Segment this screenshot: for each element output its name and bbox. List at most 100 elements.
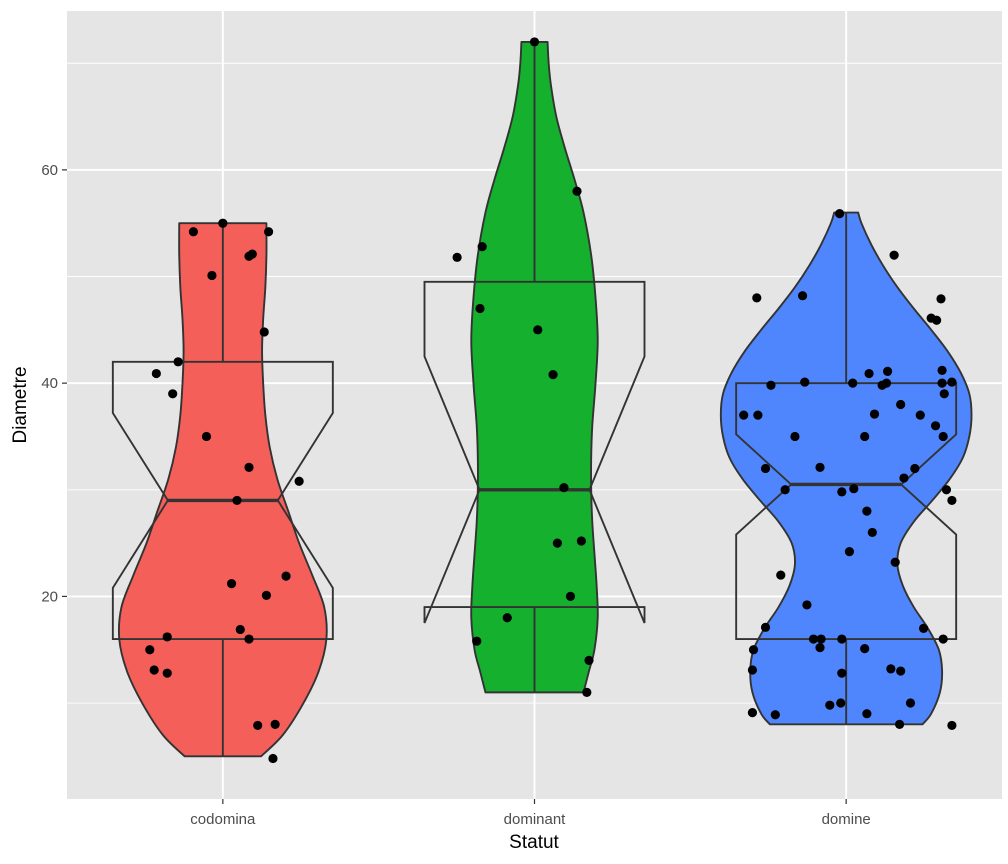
data-point-codomina (151, 368, 161, 379)
x-axis-title: Statut (509, 832, 559, 853)
data-point-domine (837, 634, 847, 644)
data-point-domine (905, 698, 916, 708)
data-point-domine (864, 368, 874, 379)
data-point-domine (896, 666, 906, 676)
violin-layer (117, 40, 973, 758)
data-point-dominant (572, 186, 582, 196)
data-point-domine (867, 527, 877, 538)
data-point-domine (890, 557, 900, 567)
jitter-point-layer (145, 37, 957, 764)
data-point-codomina (232, 495, 242, 506)
data-point-codomina (244, 462, 254, 472)
data-point-domine (910, 463, 920, 474)
data-point-codomina (149, 665, 159, 675)
data-point-domine (849, 484, 859, 494)
data-point-domine (747, 708, 758, 718)
data-point-codomina (261, 590, 272, 600)
data-point-domine (835, 209, 845, 219)
y-axis: 20 40 60 (41, 162, 67, 605)
data-point-dominant (475, 303, 485, 314)
data-point-domine (739, 410, 749, 420)
data-point-codomina (173, 357, 183, 367)
data-point-domine (939, 389, 949, 399)
data-point-domine (825, 700, 835, 710)
data-point-codomina (162, 632, 172, 642)
data-point-domine (862, 709, 872, 719)
data-point-codomina (244, 251, 254, 261)
y-tick-label: 40 (41, 375, 58, 392)
data-point-domine (837, 487, 847, 497)
data-point-domine (862, 506, 872, 516)
data-point-domine (766, 380, 776, 390)
data-point-dominant (477, 242, 487, 252)
data-point-domine (937, 365, 947, 375)
data-point-domine (797, 291, 808, 301)
data-point-domine (815, 642, 825, 653)
data-point-codomina (235, 624, 245, 635)
data-point-domine (776, 570, 786, 580)
data-point-codomina (188, 227, 198, 237)
data-point-domine (815, 462, 825, 472)
data-point-dominant (533, 325, 543, 335)
x-tick-label-dominant: dominant (504, 811, 567, 828)
data-point-domine (844, 547, 855, 557)
data-point-codomina (244, 634, 254, 644)
x-tick-label-codomina: codomina (190, 811, 256, 828)
data-point-codomina (162, 668, 172, 678)
data-point-domine (886, 664, 896, 674)
data-point-domine (881, 378, 892, 388)
data-point-domine (760, 463, 771, 474)
x-tick-label-domine: domine (822, 811, 871, 828)
data-point-domine (837, 668, 847, 678)
data-point-domine (760, 622, 771, 632)
data-point-codomina (270, 719, 280, 729)
data-point-codomina (201, 431, 212, 442)
data-point-domine (836, 698, 846, 708)
data-point-domine (790, 431, 800, 442)
y-tick-label: 60 (41, 162, 58, 179)
data-point-codomina (145, 645, 155, 655)
data-point-dominant (559, 483, 569, 493)
data-point-domine (918, 623, 929, 633)
data-point-codomina (259, 327, 269, 337)
data-point-dominant (584, 655, 594, 665)
data-point-codomina (264, 227, 274, 237)
data-point-domine (889, 250, 899, 260)
data-point-codomina (253, 720, 263, 731)
data-point-codomina (207, 270, 217, 281)
data-point-domine (808, 634, 819, 644)
data-point-domine (941, 485, 952, 495)
data-point-domine (747, 665, 758, 675)
data-point-domine (869, 409, 880, 419)
data-point-domine (780, 485, 790, 495)
data-point-domine (752, 293, 762, 303)
data-point-domine (947, 377, 957, 387)
data-point-domine (915, 410, 925, 420)
data-point-domine (802, 600, 812, 610)
data-point-codomina (268, 753, 278, 764)
data-point-domine (860, 644, 870, 654)
data-point-domine (932, 315, 942, 325)
data-point-dominant (565, 591, 576, 602)
data-point-codomina (281, 571, 291, 581)
box-dominant (423, 280, 646, 624)
data-point-domine (896, 399, 906, 410)
data-point-domine (947, 720, 957, 731)
data-point-domine (936, 294, 946, 304)
data-point-domine (770, 710, 780, 720)
data-point-domine (937, 378, 947, 388)
data-point-domine (848, 378, 858, 388)
data-point-domine (938, 431, 948, 442)
data-point-codomina (218, 218, 228, 228)
data-point-codomina (294, 476, 304, 486)
y-axis-title: Diametre (10, 366, 31, 443)
data-point-codomina (168, 389, 178, 399)
data-point-dominant (452, 252, 462, 262)
data-point-domine (748, 645, 759, 655)
data-point-dominant (472, 636, 482, 646)
data-point-dominant (548, 370, 558, 380)
data-point-domine (938, 634, 948, 644)
data-point-domine (930, 421, 941, 431)
data-point-dominant (529, 37, 540, 47)
